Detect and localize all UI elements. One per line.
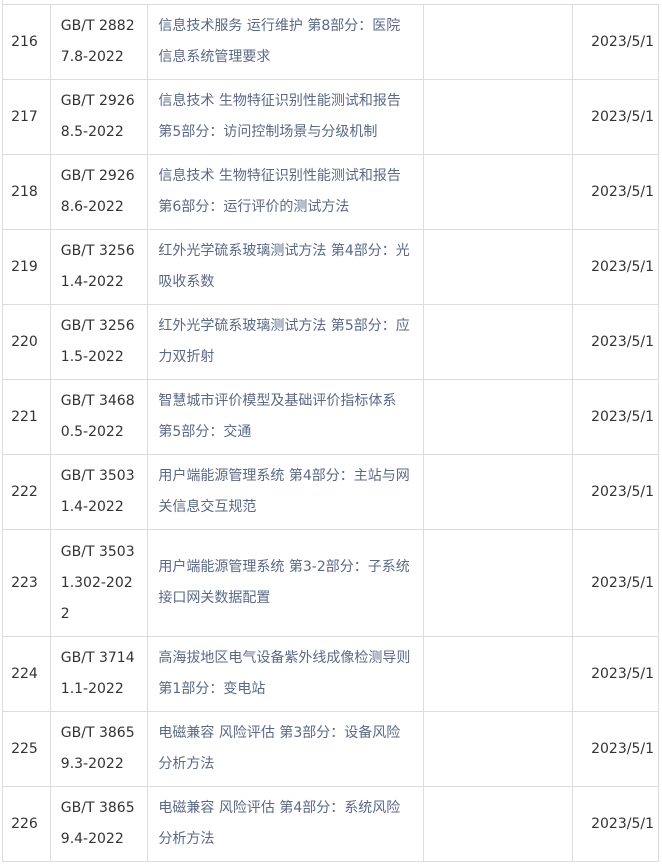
table-row: 225 GB/T 38659.3-2022 电磁兼容 风险评估 第3部分：设备风险分…: [2, 711, 660, 787]
empty-cell: [423, 711, 573, 787]
row-number: 217: [2, 79, 51, 155]
empty-cell: [423, 229, 573, 305]
row-number: 218: [2, 154, 51, 230]
standard-code: GB/T 29268.6-2022: [49, 154, 149, 230]
row-number: 220: [2, 304, 51, 380]
standard-name: 电磁兼容 风险评估 第4部分：系统风险分析方法: [147, 786, 425, 862]
row-number: 216: [2, 4, 51, 80]
effective-date: 2023/5/1: [571, 304, 660, 380]
table-row: 222 GB/T 35031.4-2022 用户端能源管理系统 第4部分：主站与网关…: [2, 454, 660, 530]
standards-table: 216 GB/T 28827.8-2022 信息技术服务 运行维护 第8部分：医院信…: [2, 4, 660, 862]
row-number: 224: [2, 636, 51, 712]
empty-cell: [423, 636, 573, 712]
standard-name: 红外光学硫系玻璃测试方法 第5部分：应力双折射: [147, 304, 425, 380]
standard-code: GB/T 38659.4-2022: [49, 786, 149, 862]
standard-code: GB/T 34680.5-2022: [49, 379, 149, 455]
effective-date: 2023/5/1: [571, 229, 660, 305]
row-number: 219: [2, 229, 51, 305]
effective-date: 2023/5/1: [571, 529, 660, 637]
effective-date: 2023/5/1: [571, 379, 660, 455]
row-number: 225: [2, 711, 51, 787]
effective-date: 2023/5/1: [571, 4, 660, 80]
empty-cell: [423, 454, 573, 530]
standard-name: 信息技术服务 运行维护 第8部分：医院信息系统管理要求: [147, 4, 425, 80]
effective-date: 2023/5/1: [571, 79, 660, 155]
row-number: 226: [2, 786, 51, 862]
table-row: 219 GB/T 32561.4-2022 红外光学硫系玻璃测试方法 第4部分：光吸…: [2, 229, 660, 305]
empty-cell: [423, 529, 573, 637]
empty-cell: [423, 4, 573, 80]
standard-code: GB/T 32561.5-2022: [49, 304, 149, 380]
table-row: 223 GB/T 35031.302-2022 用户端能源管理系统 第3-2部分：子…: [2, 529, 660, 637]
standard-name: 用户端能源管理系统 第4部分：主站与网关信息交互规范: [147, 454, 425, 530]
standard-code: GB/T 35031.4-2022: [49, 454, 149, 530]
table-row: 226 GB/T 38659.4-2022 电磁兼容 风险评估 第4部分：系统风险分…: [2, 786, 660, 862]
standard-name: 红外光学硫系玻璃测试方法 第4部分：光吸收系数: [147, 229, 425, 305]
table-row: 217 GB/T 29268.5-2022 信息技术 生物特征识别性能测试和报告 第…: [2, 79, 660, 155]
standard-name: 信息技术 生物特征识别性能测试和报告 第5部分：访问控制场景与分级机制: [147, 79, 425, 155]
standard-code: GB/T 29268.5-2022: [49, 79, 149, 155]
table-row: 218 GB/T 29268.6-2022 信息技术 生物特征识别性能测试和报告 第…: [2, 154, 660, 230]
standard-code: GB/T 38659.3-2022: [49, 711, 149, 787]
empty-cell: [423, 304, 573, 380]
effective-date: 2023/5/1: [571, 154, 660, 230]
effective-date: 2023/5/1: [571, 454, 660, 530]
row-number: 223: [2, 529, 51, 637]
row-number: 222: [2, 454, 51, 530]
standard-code: GB/T 37141.1-2022: [49, 636, 149, 712]
empty-cell: [423, 79, 573, 155]
row-number: 221: [2, 379, 51, 455]
empty-cell: [423, 786, 573, 862]
effective-date: 2023/5/1: [571, 711, 660, 787]
effective-date: 2023/5/1: [571, 636, 660, 712]
standard-code: GB/T 28827.8-2022: [49, 4, 149, 80]
standard-code: GB/T 35031.302-2022: [49, 529, 149, 637]
effective-date: 2023/5/1: [571, 786, 660, 862]
table-row: 221 GB/T 34680.5-2022 智慧城市评价模型及基础评价指标体系 第5…: [2, 379, 660, 455]
table-row: 220 GB/T 32561.5-2022 红外光学硫系玻璃测试方法 第5部分：应力…: [2, 304, 660, 380]
standard-code: GB/T 32561.4-2022: [49, 229, 149, 305]
standard-name: 用户端能源管理系统 第3-2部分：子系统接口网关数据配置: [147, 529, 425, 637]
table-row: 224 GB/T 37141.1-2022 高海拔地区电气设备紫外线成像检测导则 第…: [2, 636, 660, 712]
empty-cell: [423, 379, 573, 455]
standard-name: 信息技术 生物特征识别性能测试和报告 第6部分：运行评价的测试方法: [147, 154, 425, 230]
standard-name: 智慧城市评价模型及基础评价指标体系 第5部分：交通: [147, 379, 425, 455]
standard-name: 高海拔地区电气设备紫外线成像检测导则 第1部分：变电站: [147, 636, 425, 712]
previous-row-edge: [2, 0, 660, 4]
standard-name: 电磁兼容 风险评估 第3部分：设备风险分析方法: [147, 711, 425, 787]
empty-cell: [423, 154, 573, 230]
table-row: 216 GB/T 28827.8-2022 信息技术服务 运行维护 第8部分：医院信…: [2, 4, 660, 80]
